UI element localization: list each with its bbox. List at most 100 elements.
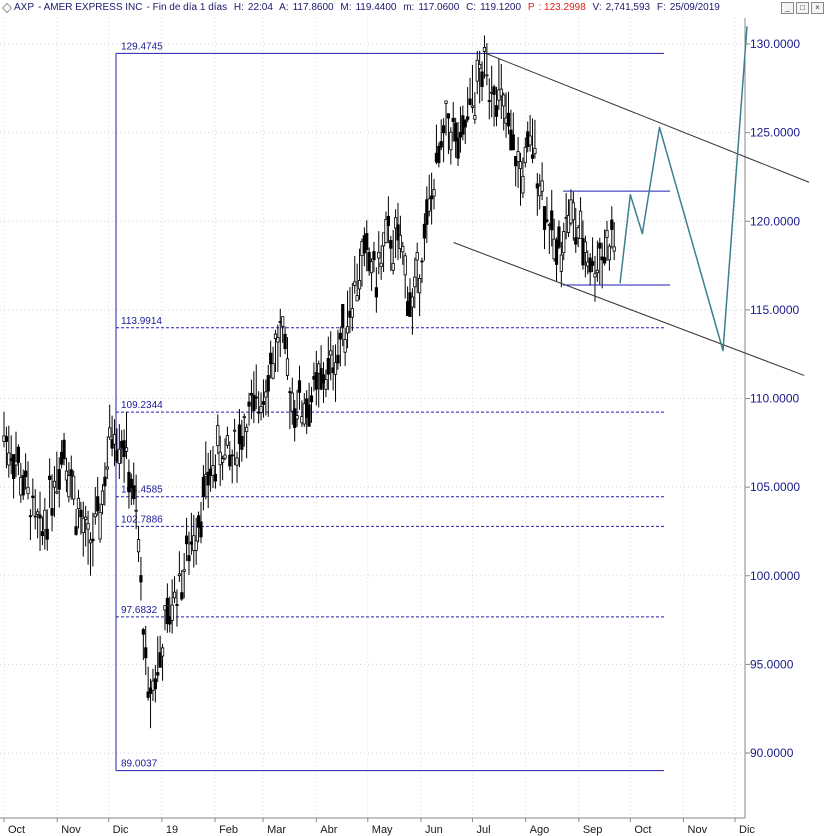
candle-body (175, 604, 179, 606)
candle-body (403, 255, 407, 276)
candle-body (432, 189, 436, 197)
candle-body (583, 241, 587, 253)
candle-body (12, 454, 16, 480)
candle-body (16, 446, 21, 463)
candle-body (518, 161, 523, 169)
candle-body (473, 115, 477, 120)
fib-level-label: 109.2344 (121, 400, 163, 411)
candle-body (511, 134, 515, 151)
candle-body (216, 425, 220, 447)
candle-body (14, 460, 18, 466)
candle-body (84, 516, 88, 520)
candle-body (211, 465, 215, 477)
candle-body (206, 471, 210, 486)
candle-body (40, 531, 45, 537)
candle-body (389, 240, 393, 249)
security-name: AMER EXPRESS INC (43, 2, 143, 13)
candle-body (418, 277, 422, 294)
candle-body (420, 260, 424, 263)
candle-body (595, 269, 599, 274)
candle-body (463, 120, 467, 128)
x-tick-label: Jun (425, 824, 443, 836)
close-button[interactable]: × (811, 2, 824, 14)
candle-body (177, 573, 181, 577)
candle-body (93, 513, 97, 518)
y-tick-label: 130.0000 (750, 37, 800, 51)
candle-body (283, 333, 287, 350)
candle-body (76, 497, 81, 510)
candle-body (26, 486, 30, 495)
x-tick-label: Ago (530, 824, 550, 836)
candle-body (401, 245, 405, 253)
candle-body (153, 678, 157, 690)
candle-body (309, 395, 314, 403)
candle-body (545, 219, 549, 222)
candle-body (221, 458, 225, 463)
candle-body (223, 454, 227, 459)
candle-body (475, 59, 479, 82)
candle-body (117, 448, 121, 465)
candle-body (379, 262, 383, 267)
candle-body (480, 71, 484, 87)
symbol: AXP (14, 2, 35, 13)
candle-body (134, 509, 138, 512)
candle-body (242, 416, 246, 419)
candle-body (297, 380, 302, 393)
candle-body (430, 195, 434, 200)
candle-body (132, 485, 136, 500)
candle-body (96, 496, 100, 512)
candle-body (67, 475, 71, 498)
candle-body (160, 647, 165, 657)
x-tick-label: Dic (113, 824, 129, 836)
h-label: H: (233, 2, 244, 13)
candle-body (437, 145, 441, 164)
candle-body (100, 490, 105, 505)
candle-body (574, 237, 578, 245)
x-tick-label: Nov (61, 824, 81, 836)
candle-body (566, 214, 571, 233)
x-tick-label: Jul (476, 824, 490, 836)
candle-body (55, 491, 59, 494)
candle-body (602, 257, 607, 264)
candle-body (52, 480, 57, 488)
y-tick-label: 95.0000 (750, 657, 794, 671)
candle-body (165, 597, 169, 625)
candle-body (43, 509, 47, 531)
candle-body (72, 475, 76, 500)
candle-body (259, 406, 263, 413)
candle-body (314, 372, 318, 390)
candle-body (285, 358, 290, 376)
candle-body (329, 350, 333, 356)
candle-body (74, 526, 78, 535)
candle-body (81, 517, 85, 534)
candle-body (345, 326, 350, 334)
candle-body (235, 457, 239, 466)
a-label: A: (279, 2, 289, 13)
f-value: 25/09/2019 (669, 2, 720, 13)
fib-level-label: 97.6832 (121, 605, 158, 616)
minimize-button[interactable]: _ (781, 2, 794, 14)
candle-body (225, 435, 230, 446)
fib-level-label: 89.0037 (121, 759, 158, 770)
v-value: 2,741,593 (605, 2, 651, 13)
candle-body (598, 242, 602, 249)
candle-body (446, 113, 451, 119)
candle-body (199, 521, 203, 538)
candle-body (384, 218, 388, 243)
candle-body (502, 94, 506, 107)
candle-body (562, 231, 566, 254)
candle-body (62, 439, 66, 460)
x-tick-label: Dic (739, 824, 755, 836)
candle-body (266, 375, 270, 392)
y-tick-label: 90.0000 (750, 746, 794, 760)
candle-body (612, 246, 616, 252)
candle-body (422, 223, 427, 239)
maximize-button[interactable]: □ (796, 2, 809, 14)
min-label: m: (403, 2, 415, 13)
a-value: 117.8600 (292, 2, 334, 13)
y-tick-label: 105.0000 (750, 480, 800, 494)
m-value: 119.4400 (355, 2, 397, 13)
candle-body (48, 475, 52, 480)
candle-body (607, 245, 611, 261)
candle-body (554, 239, 559, 265)
